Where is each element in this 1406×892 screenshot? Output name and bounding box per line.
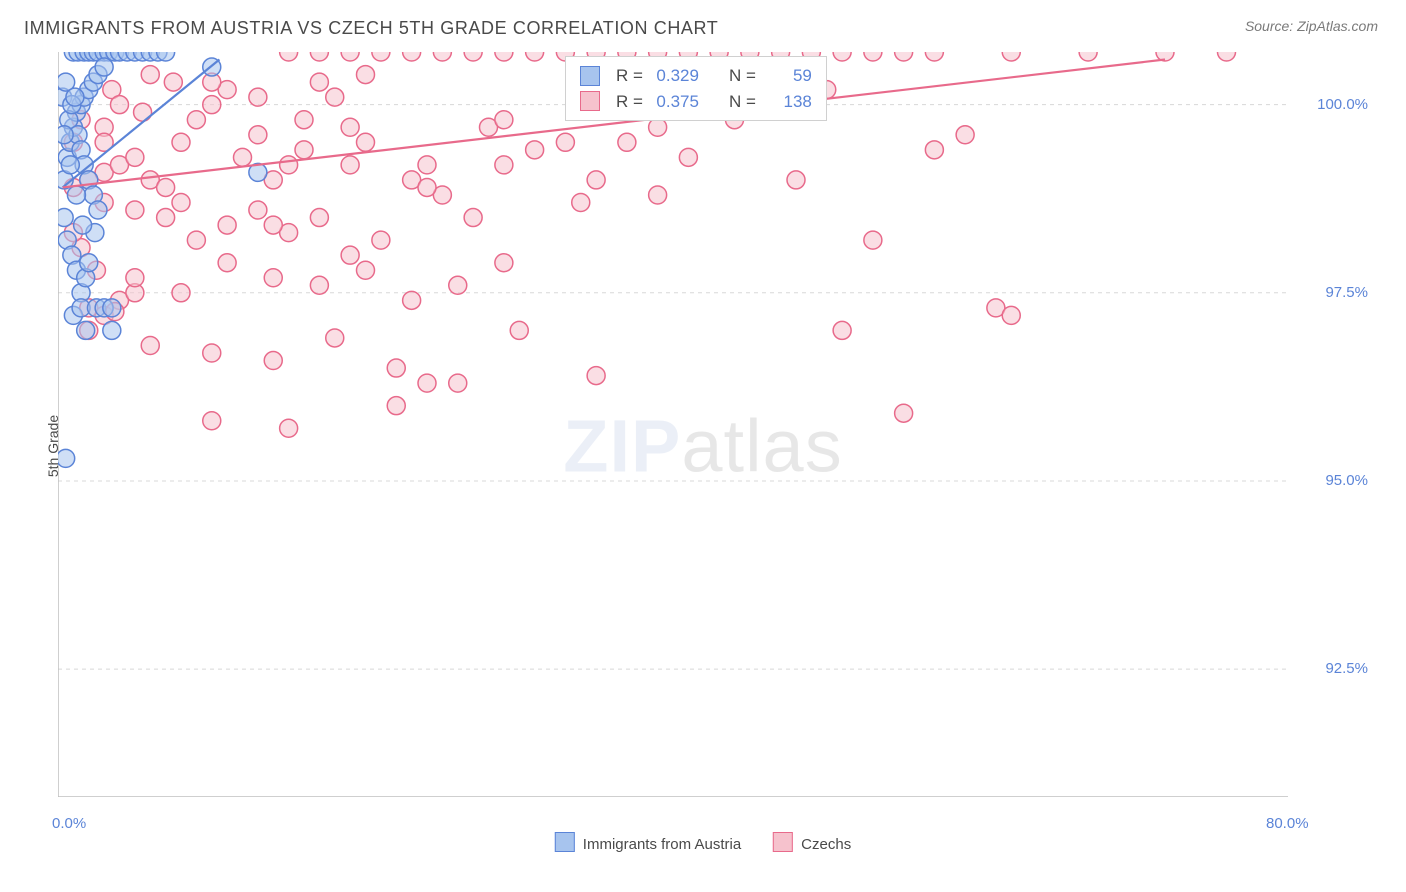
source-label: Source: ZipAtlas.com	[1245, 18, 1378, 34]
series-swatch	[555, 832, 575, 852]
series-swatch	[580, 91, 600, 111]
chart-title: IMMIGRANTS FROM AUSTRIA VS CZECH 5TH GRA…	[24, 18, 718, 39]
legend: Immigrants from Austria Czechs	[555, 832, 851, 853]
x-tick-label: 80.0%	[1266, 815, 1309, 832]
correlation-info-box: R = 0.329N = 59R = 0.375N = 138	[565, 56, 827, 121]
y-tick-label: 97.5%	[1308, 284, 1368, 301]
series-swatch	[773, 832, 793, 852]
series-swatch	[580, 66, 600, 86]
legend-label: Czechs	[801, 836, 851, 853]
y-tick-label: 100.0%	[1308, 96, 1368, 113]
x-tick-label: 0.0%	[52, 815, 86, 832]
legend-item: Immigrants from Austria	[555, 832, 741, 853]
info-row: R = 0.375N = 138	[580, 89, 812, 115]
scatter-plot	[58, 52, 1288, 797]
y-tick-label: 92.5%	[1308, 660, 1368, 677]
legend-item: Czechs	[773, 832, 851, 853]
y-tick-label: 95.0%	[1308, 472, 1368, 489]
legend-label: Immigrants from Austria	[583, 836, 741, 853]
info-row: R = 0.329N = 59	[580, 63, 812, 89]
